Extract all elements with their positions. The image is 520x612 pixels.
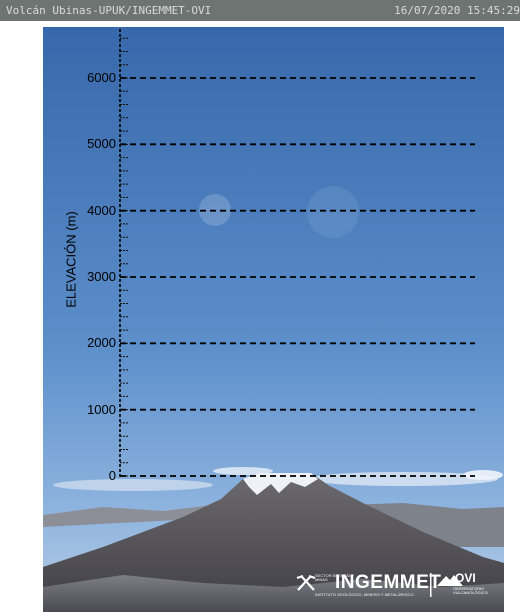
- ingemmet-text: INGEMMET: [335, 572, 442, 593]
- ovi-text: OVI: [455, 571, 476, 585]
- elevation-tick-label: 4000: [87, 202, 116, 218]
- ovi-subtext: OBSERVATORIO VULCANOLÓGICO: [453, 586, 488, 595]
- ingemmet-bottom-text: INSTITUTO GEOLÓGICO, MINERO Y METALÚRGIC…: [315, 592, 414, 597]
- elevation-tick-label: 3000: [87, 269, 116, 284]
- camera-header-bar: Volcán Ubinas-UPUK/INGEMMET-OVI 16/07/20…: [0, 0, 520, 21]
- hammer-pick-icon: [296, 574, 316, 591]
- volcano-scene: [43, 27, 504, 612]
- mountain-icon: [437, 575, 463, 586]
- elevation-tick-label: 2000: [87, 335, 116, 351]
- ingemmet-ovi-logo: SECTOR ENERGÍA Y MINAS INGEMMET INSTITUT…: [295, 571, 495, 599]
- camera-timestamp: 16/07/2020 15:45:29: [394, 4, 520, 17]
- elevation-tick-label: 5000: [87, 136, 116, 152]
- ingemmet-top-text: SECTOR ENERGÍA Y MINAS: [315, 573, 355, 582]
- elevation-grid: [120, 37, 475, 477]
- elevation-tick-label: 0: [108, 468, 116, 483]
- elevation-tick-label: 6000: [87, 70, 116, 85]
- axis-title: ELEVACIÓN (m): [63, 211, 79, 308]
- webcam-image: ELEVACIÓN (m) 0 1000 2000 3000 4000 5000 6000 …: [43, 27, 504, 612]
- elevation-tick-label: 1000: [87, 401, 116, 417]
- logo-divider: [430, 573, 432, 597]
- camera-title: Volcán Ubinas-UPUK/INGEMMET-OVI: [6, 4, 212, 17]
